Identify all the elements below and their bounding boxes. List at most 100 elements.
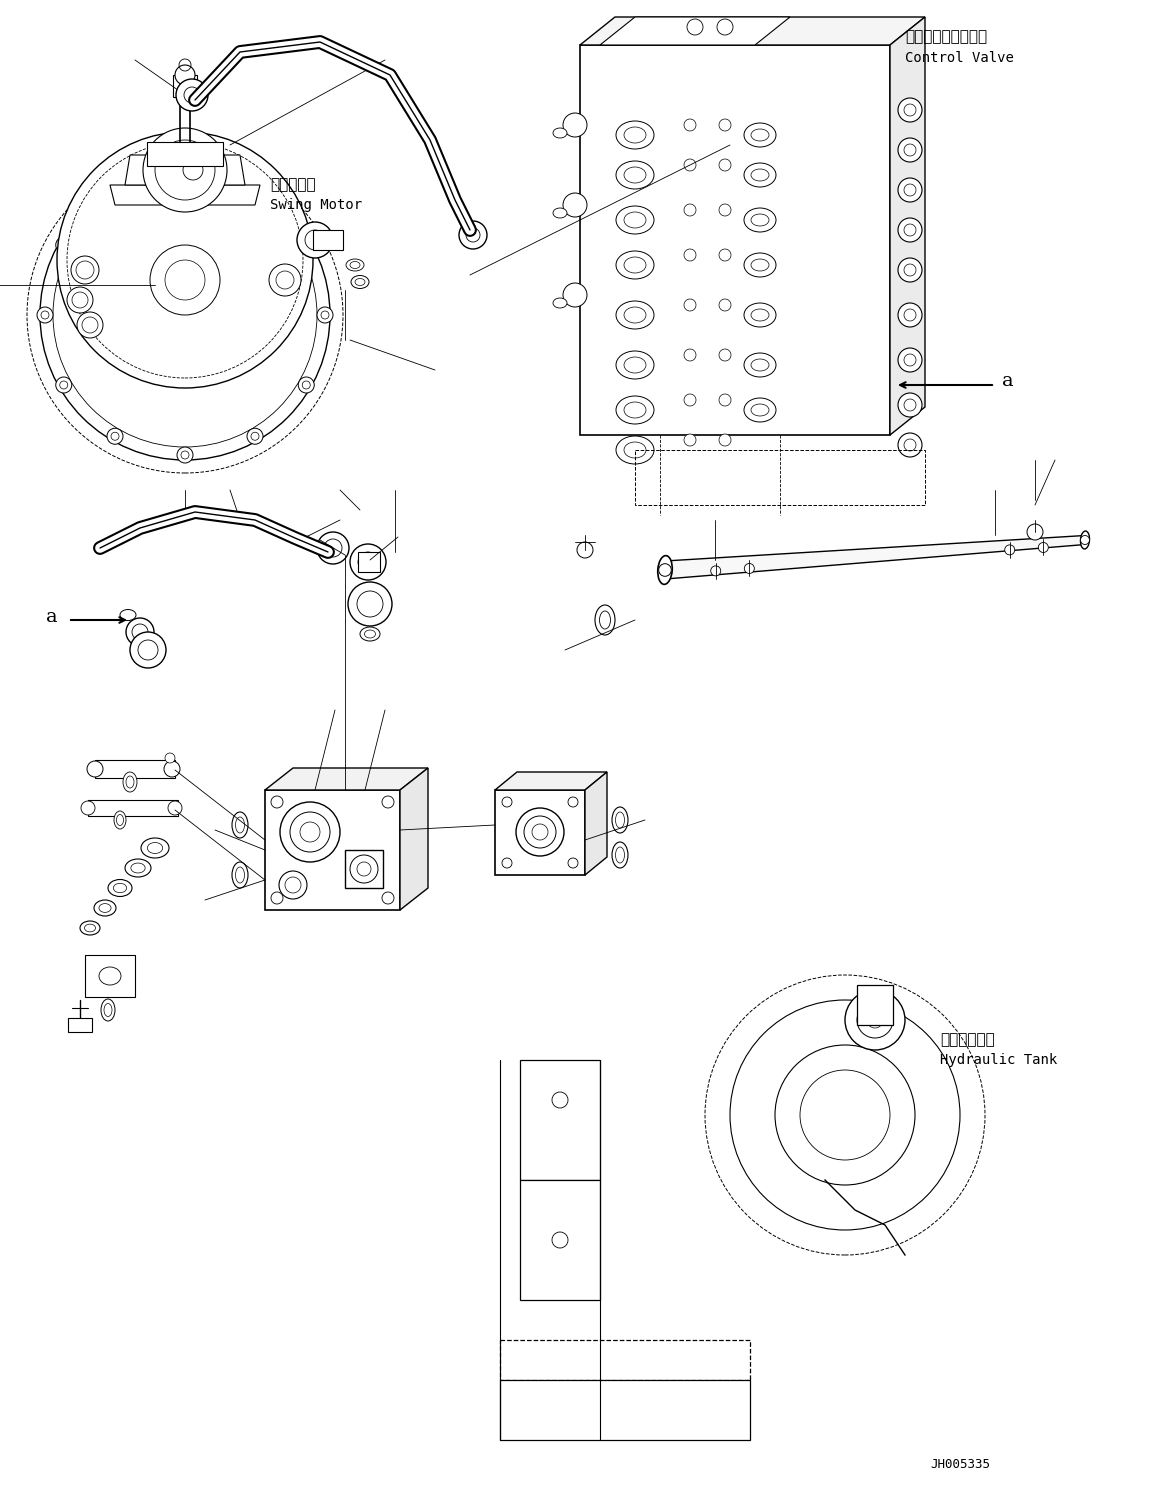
- Ellipse shape: [744, 163, 776, 186]
- Circle shape: [176, 79, 208, 110]
- Circle shape: [718, 204, 731, 216]
- Circle shape: [302, 242, 310, 249]
- Circle shape: [285, 877, 301, 893]
- Circle shape: [867, 1012, 883, 1027]
- Ellipse shape: [120, 610, 137, 620]
- Ellipse shape: [616, 813, 625, 828]
- Circle shape: [718, 349, 731, 361]
- Circle shape: [246, 428, 263, 444]
- Circle shape: [290, 813, 330, 851]
- Circle shape: [718, 300, 731, 312]
- Circle shape: [60, 382, 68, 389]
- Circle shape: [718, 394, 731, 406]
- Ellipse shape: [616, 121, 654, 149]
- Circle shape: [577, 543, 594, 558]
- Ellipse shape: [351, 276, 369, 288]
- Circle shape: [718, 119, 731, 131]
- Circle shape: [60, 242, 68, 249]
- Bar: [147, 142, 223, 166]
- Ellipse shape: [744, 253, 776, 277]
- Ellipse shape: [751, 309, 769, 321]
- Polygon shape: [110, 185, 260, 204]
- Ellipse shape: [553, 209, 567, 218]
- Circle shape: [382, 796, 395, 808]
- Ellipse shape: [351, 261, 360, 268]
- Circle shape: [300, 822, 320, 842]
- Ellipse shape: [108, 880, 132, 896]
- Circle shape: [898, 218, 922, 242]
- Circle shape: [130, 632, 165, 668]
- Polygon shape: [500, 1381, 750, 1440]
- Circle shape: [845, 990, 905, 1050]
- Text: JH005335: JH005335: [930, 1458, 990, 1472]
- Text: Control Valve: Control Valve: [905, 51, 1014, 66]
- Circle shape: [299, 377, 315, 394]
- Ellipse shape: [233, 862, 248, 889]
- Circle shape: [684, 119, 697, 131]
- Ellipse shape: [616, 250, 654, 279]
- Circle shape: [297, 222, 333, 258]
- Ellipse shape: [131, 863, 145, 872]
- Ellipse shape: [360, 628, 379, 641]
- Circle shape: [111, 189, 119, 198]
- Circle shape: [106, 186, 123, 201]
- Polygon shape: [890, 16, 924, 435]
- Circle shape: [164, 760, 180, 777]
- Circle shape: [904, 183, 916, 195]
- Circle shape: [730, 1000, 960, 1230]
- Text: a: a: [46, 608, 58, 626]
- Polygon shape: [500, 1340, 750, 1381]
- Bar: [857, 986, 893, 1024]
- Circle shape: [56, 377, 72, 394]
- Circle shape: [143, 128, 227, 212]
- Ellipse shape: [233, 813, 248, 838]
- Circle shape: [898, 303, 922, 327]
- Circle shape: [502, 857, 513, 868]
- Circle shape: [280, 802, 340, 862]
- Circle shape: [81, 801, 95, 816]
- Bar: [495, 790, 585, 875]
- Ellipse shape: [751, 215, 769, 227]
- Circle shape: [78, 312, 103, 338]
- Circle shape: [56, 237, 72, 253]
- Circle shape: [898, 258, 922, 282]
- Circle shape: [271, 796, 283, 808]
- Bar: [358, 552, 379, 573]
- Ellipse shape: [553, 128, 567, 139]
- Ellipse shape: [616, 847, 625, 863]
- Polygon shape: [519, 1179, 600, 1300]
- Circle shape: [898, 432, 922, 458]
- Polygon shape: [580, 16, 924, 45]
- Circle shape: [1004, 544, 1015, 555]
- Ellipse shape: [624, 441, 646, 458]
- Circle shape: [1027, 523, 1042, 540]
- Circle shape: [168, 801, 182, 816]
- Circle shape: [563, 113, 587, 137]
- Circle shape: [898, 347, 922, 371]
- Ellipse shape: [616, 206, 654, 234]
- Ellipse shape: [751, 168, 769, 180]
- Circle shape: [382, 892, 395, 904]
- Circle shape: [466, 228, 480, 242]
- Circle shape: [904, 438, 916, 450]
- Circle shape: [857, 1002, 893, 1038]
- Circle shape: [552, 1091, 568, 1108]
- Bar: [314, 230, 342, 250]
- Circle shape: [744, 564, 754, 574]
- Polygon shape: [495, 772, 607, 790]
- Circle shape: [251, 432, 259, 440]
- Ellipse shape: [744, 122, 776, 148]
- Circle shape: [40, 312, 49, 319]
- Circle shape: [684, 249, 697, 261]
- Circle shape: [904, 104, 916, 116]
- Circle shape: [177, 447, 193, 464]
- Text: コントロールバルブ: コントロールバルブ: [905, 30, 987, 45]
- Text: 作動油タンク: 作動油タンク: [939, 1032, 995, 1048]
- Circle shape: [302, 382, 310, 389]
- Bar: [95, 760, 175, 778]
- Circle shape: [718, 160, 731, 171]
- Text: a: a: [1002, 371, 1014, 391]
- Circle shape: [324, 540, 342, 558]
- Ellipse shape: [616, 435, 654, 464]
- Circle shape: [358, 590, 383, 617]
